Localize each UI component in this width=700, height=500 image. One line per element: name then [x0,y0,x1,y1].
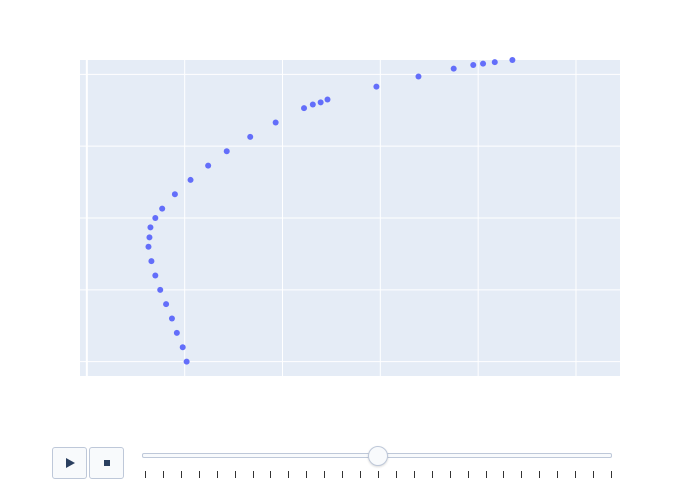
animation-controls [52,447,124,479]
slider-tick [324,471,326,478]
stop-icon [103,460,110,466]
data-point [168,315,175,322]
data-point [309,101,316,108]
slider-tick [593,471,595,478]
data-point [480,60,487,67]
slider-tick [485,471,487,478]
data-point [470,62,477,69]
slider-tick [575,471,577,478]
data-point [247,133,254,140]
slider-tick [503,471,505,478]
slider-tick [431,471,433,478]
slider-tick [198,471,200,478]
slider-tick [270,471,272,478]
slider-tick [145,471,146,478]
animation-slider[interactable] [142,440,612,485]
slider-handle[interactable] [368,446,388,466]
play-icon [65,458,75,468]
slider-tick [521,471,523,478]
data-point [147,224,154,231]
data-point [223,148,230,155]
play-button[interactable] [52,447,87,479]
data-points [145,57,516,365]
slider-tick [342,471,344,478]
slider-tick [539,471,541,478]
data-point [159,205,166,212]
slider-tick [216,471,218,478]
slider-tick [611,471,612,478]
data-point [491,59,498,66]
slider-tick [180,471,182,478]
slider-tick [467,471,469,478]
data-point [450,65,457,72]
data-point [145,243,152,250]
grid-lines [80,60,620,376]
slider-tick [360,471,362,478]
slider-tick [557,471,559,478]
data-point [163,301,170,308]
slider-tick [449,471,451,478]
slider-tick [306,471,308,478]
data-point [415,73,422,80]
slider-tick [288,471,290,478]
data-point [324,96,331,103]
data-point [152,215,159,221]
data-point [272,119,279,126]
slider-ticks [142,471,612,479]
data-point [317,99,324,106]
data-point [171,191,178,198]
data-point [152,272,159,279]
slider-tick [413,471,415,478]
data-point [187,176,194,183]
slider-tick [252,471,254,478]
data-point [183,358,190,365]
data-point [157,286,164,293]
data-point [373,83,380,90]
data-point [148,258,155,265]
slider-tick [378,471,379,478]
data-point [301,105,308,112]
slider-tick [234,471,236,478]
slider-tick [162,471,164,478]
data-point [146,234,153,241]
data-point [173,329,180,336]
data-point [509,57,516,63]
data-point [179,344,186,351]
stop-button[interactable] [89,447,124,479]
data-point [205,162,212,169]
slider-tick [395,471,397,478]
